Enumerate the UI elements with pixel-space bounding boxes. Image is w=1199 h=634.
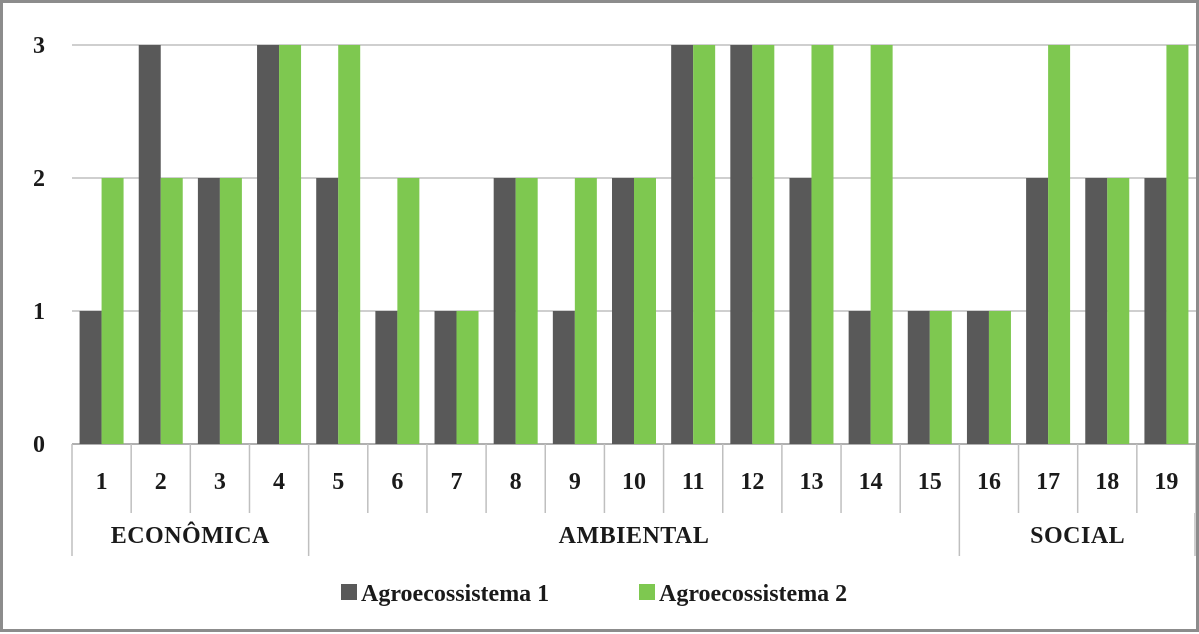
bar-1-2 (138, 45, 161, 444)
legend: Agroecossistema 1 Agroecossistema 2 (341, 581, 847, 607)
bar-2-14 (870, 45, 893, 444)
bar-1-12 (730, 45, 753, 444)
bar-1-6 (375, 311, 398, 444)
bar-2-4 (279, 45, 302, 444)
y-tick-label: 0 (33, 432, 45, 458)
bar-1-7 (434, 311, 457, 444)
bar-2-19 (1166, 45, 1189, 444)
bar-2-3 (219, 178, 242, 444)
x-tick-label: 10 (622, 469, 646, 495)
y-tick-label: 2 (33, 166, 45, 192)
bar-1-4 (257, 45, 280, 444)
bar-2-5 (338, 45, 361, 444)
bar-2-15 (929, 311, 952, 444)
bar-2-7 (456, 311, 479, 444)
bar-1-11 (671, 45, 694, 444)
bars (79, 45, 1189, 444)
bar-1-5 (316, 178, 339, 444)
x-tick-label: 2 (155, 469, 167, 495)
legend-swatch-2 (639, 584, 655, 600)
bar-1-13 (789, 178, 812, 444)
bar-1-3 (197, 178, 220, 444)
x-tick-label: 12 (740, 469, 764, 495)
bar-2-11 (693, 45, 716, 444)
bar-2-13 (811, 45, 834, 444)
bar-1-17 (1026, 178, 1049, 444)
x-tick-label: 3 (214, 469, 226, 495)
group-label: AMBIENTAL (559, 523, 710, 549)
bar-2-2 (160, 178, 183, 444)
x-tick-label: 17 (1036, 469, 1060, 495)
x-tick-label: 5 (332, 469, 344, 495)
x-tick-label: 7 (451, 469, 463, 495)
bar-2-9 (574, 178, 597, 444)
x-tick-label: 14 (859, 469, 883, 495)
bar-1-18 (1085, 178, 1108, 444)
bar-1-1 (79, 311, 102, 444)
legend-swatch-1 (341, 584, 357, 600)
bar-2-6 (397, 178, 420, 444)
bar-1-10 (612, 178, 634, 444)
bar-2-18 (1107, 178, 1130, 444)
legend-label-2: Agroecossistema 2 (659, 581, 847, 607)
y-tick-label: 3 (33, 33, 45, 59)
bar-1-9 (552, 311, 575, 444)
group-label: SOCIAL (1030, 523, 1125, 549)
group-label: ECONÔMICA (111, 522, 270, 549)
bar-1-15 (907, 311, 930, 444)
y-tick-label: 1 (33, 299, 45, 325)
bar-2-8 (515, 178, 538, 444)
bar-1-14 (848, 311, 871, 444)
x-tick-label: 1 (96, 469, 108, 495)
bar-2-12 (752, 45, 775, 444)
bar-1-19 (1144, 178, 1167, 444)
bar-1-16 (966, 311, 989, 444)
bar-2-16 (988, 311, 1011, 444)
x-tick-label: 16 (977, 469, 1001, 495)
x-tick-label: 6 (391, 469, 403, 495)
x-tick-label: 8 (510, 469, 522, 495)
x-tick-label: 18 (1095, 469, 1119, 495)
x-tick-label: 11 (682, 469, 705, 495)
bar-1-8 (493, 178, 516, 444)
x-tick-label: 19 (1154, 469, 1178, 495)
x-tick-label: 15 (918, 469, 942, 495)
x-tick-label: 13 (799, 469, 823, 495)
bar-2-1 (101, 178, 124, 444)
x-tick-label: 4 (273, 469, 285, 495)
bar-2-10 (634, 178, 656, 444)
x-tick-label: 9 (569, 469, 581, 495)
bar-2-17 (1048, 45, 1071, 444)
legend-label-1: Agroecossistema 1 (361, 581, 549, 607)
